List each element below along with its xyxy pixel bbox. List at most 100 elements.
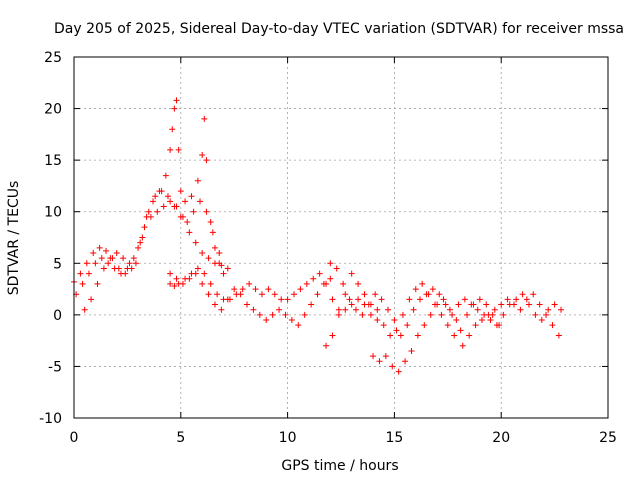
data-point bbox=[211, 244, 218, 251]
data-point bbox=[209, 229, 216, 236]
data-point bbox=[88, 296, 95, 303]
data-point bbox=[419, 280, 426, 287]
data-point bbox=[493, 322, 500, 329]
data-point bbox=[519, 291, 526, 298]
data-point bbox=[188, 193, 195, 200]
data-point bbox=[449, 311, 456, 318]
data-point bbox=[551, 301, 558, 308]
data-point bbox=[284, 296, 291, 303]
data-point bbox=[545, 306, 552, 313]
data-point bbox=[224, 265, 231, 272]
data-point bbox=[194, 265, 201, 272]
data-point bbox=[549, 322, 556, 329]
data-point bbox=[100, 265, 107, 272]
x-tick-label: 10 bbox=[279, 430, 297, 446]
data-point bbox=[214, 291, 221, 298]
data-point bbox=[446, 306, 453, 313]
data-point bbox=[167, 146, 174, 153]
data-point bbox=[173, 275, 180, 282]
data-point bbox=[404, 322, 411, 329]
data-point bbox=[389, 363, 396, 370]
data-point bbox=[412, 286, 419, 293]
data-point bbox=[179, 280, 186, 287]
data-point bbox=[406, 296, 413, 303]
data-point bbox=[265, 286, 272, 293]
data-point bbox=[117, 270, 124, 277]
data-point bbox=[498, 301, 505, 308]
data-point bbox=[558, 306, 565, 313]
data-point bbox=[523, 296, 530, 303]
data-point bbox=[421, 322, 428, 329]
grid bbox=[74, 57, 608, 418]
data-point bbox=[323, 342, 330, 349]
data-point bbox=[252, 286, 259, 293]
data-point bbox=[474, 306, 481, 313]
data-point bbox=[511, 301, 518, 308]
data-point bbox=[355, 280, 362, 287]
data-point bbox=[169, 126, 176, 133]
series-track-c bbox=[81, 188, 223, 313]
data-point bbox=[79, 280, 86, 287]
axes: 0 5 10 15 20 25 -10 -5 0 5 10 15 20 25 bbox=[39, 50, 617, 446]
data-point bbox=[436, 291, 443, 298]
data-point bbox=[348, 301, 355, 308]
data-point bbox=[444, 322, 451, 329]
data-point bbox=[346, 296, 353, 303]
data-point bbox=[333, 265, 340, 272]
data-point bbox=[139, 234, 146, 241]
data-point bbox=[143, 213, 150, 220]
data-point bbox=[201, 270, 208, 277]
series-track-h bbox=[370, 291, 562, 375]
data-point bbox=[472, 322, 479, 329]
data-point bbox=[442, 301, 449, 308]
x-tick-label: 15 bbox=[385, 430, 403, 446]
data-point bbox=[83, 260, 90, 267]
data-point bbox=[250, 306, 257, 313]
data-point bbox=[145, 208, 152, 215]
data-point bbox=[167, 270, 174, 277]
data-point bbox=[216, 249, 223, 256]
data-point bbox=[455, 301, 462, 308]
data-point bbox=[205, 255, 212, 262]
data-point bbox=[543, 311, 550, 318]
data-point bbox=[342, 291, 349, 298]
data-point bbox=[141, 224, 148, 231]
data-point bbox=[387, 332, 394, 339]
data-point bbox=[335, 306, 342, 313]
data-point bbox=[453, 317, 460, 324]
series-track-e bbox=[167, 270, 334, 329]
data-point bbox=[205, 291, 212, 298]
data-point bbox=[374, 306, 381, 313]
y-tick-label: 15 bbox=[44, 153, 62, 169]
data-point bbox=[171, 105, 178, 112]
data-point bbox=[231, 286, 238, 293]
data-marks bbox=[71, 97, 565, 375]
data-point bbox=[478, 317, 485, 324]
data-point bbox=[327, 275, 334, 282]
data-point bbox=[517, 306, 524, 313]
data-point bbox=[355, 296, 362, 303]
data-point bbox=[173, 97, 180, 104]
plot-frame bbox=[73, 56, 609, 419]
data-point bbox=[536, 301, 543, 308]
data-point bbox=[171, 203, 178, 210]
data-point bbox=[451, 332, 458, 339]
data-point bbox=[94, 280, 101, 287]
data-point bbox=[107, 255, 114, 262]
data-point bbox=[320, 280, 327, 287]
data-point bbox=[192, 239, 199, 246]
data-point bbox=[135, 244, 142, 251]
x-tick-label: 25 bbox=[599, 430, 617, 446]
data-point bbox=[303, 280, 310, 287]
data-point bbox=[192, 270, 199, 277]
data-point bbox=[380, 322, 387, 329]
data-point bbox=[402, 358, 409, 365]
data-point bbox=[197, 198, 204, 205]
y-tick-label: 5 bbox=[53, 256, 62, 272]
data-point bbox=[525, 301, 532, 308]
data-point bbox=[370, 353, 377, 360]
data-point bbox=[530, 291, 537, 298]
data-point bbox=[269, 311, 276, 318]
data-point bbox=[538, 317, 545, 324]
data-point bbox=[90, 249, 97, 256]
